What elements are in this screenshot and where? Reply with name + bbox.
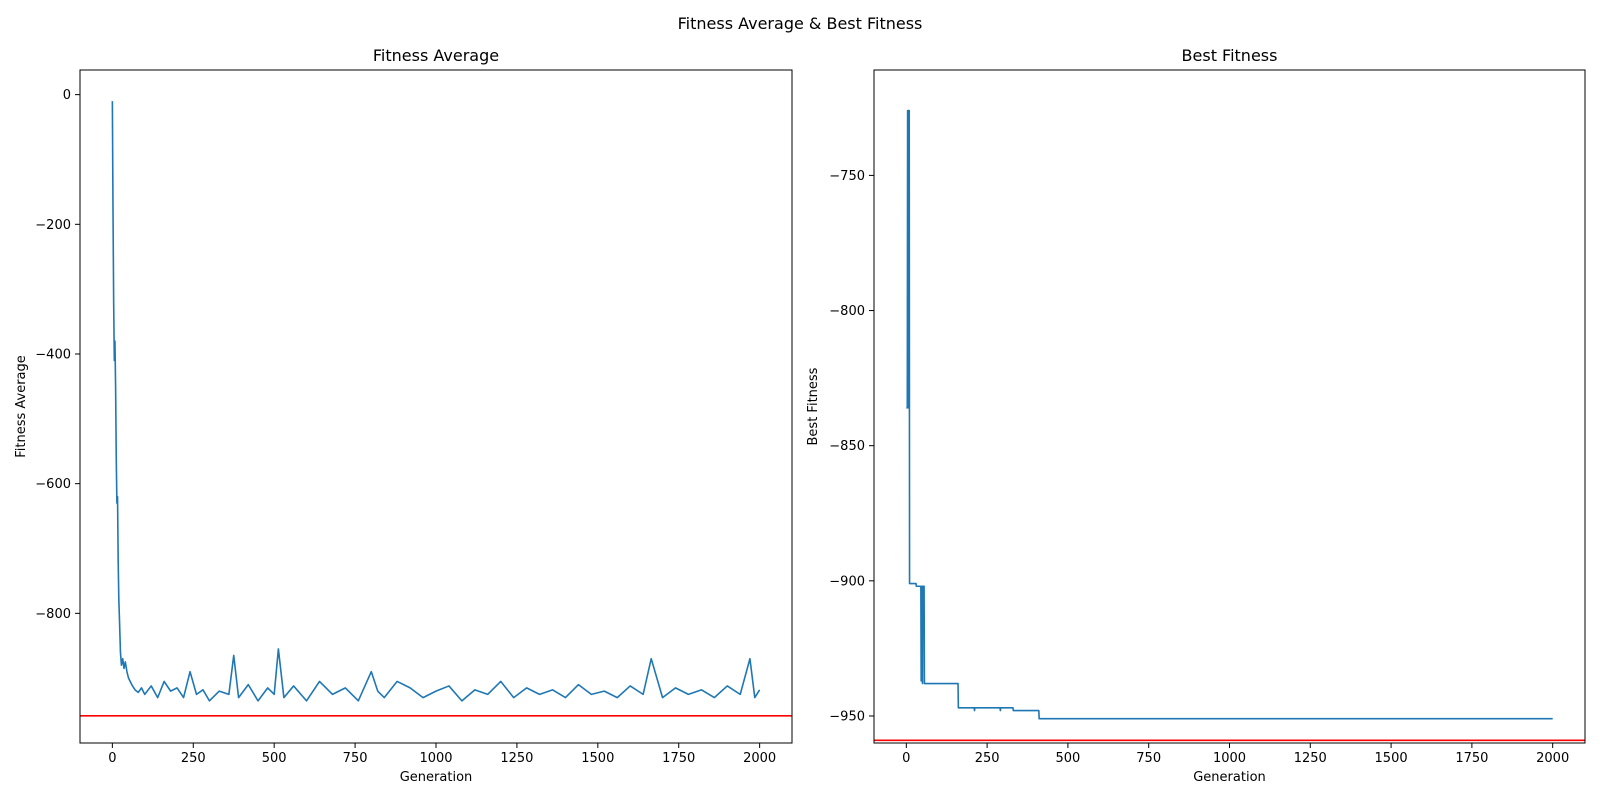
- fitness-average-axes-frame: [79, 69, 793, 744]
- best-fitness-y-tick-label: −950: [829, 709, 865, 724]
- best-fitness-x-tick-label: 1500: [1375, 751, 1408, 766]
- fitness-average-y-tick-label: −800: [35, 607, 71, 622]
- best-fitness-y-tick-label: −900: [829, 574, 865, 589]
- best-fitness-x-tick-label: 1000: [1213, 751, 1246, 766]
- best-fitness-y-tick-label: −750: [829, 169, 865, 184]
- best-fitness-title: Best Fitness: [1182, 46, 1278, 65]
- best-fitness-x-tick-label: 500: [1055, 751, 1080, 766]
- fitness-average-y-tick-label: −200: [35, 218, 71, 233]
- fitness-average-series-line: [111, 101, 761, 702]
- fitness-average-chart: 0 250 500 750 1000 1250 1500 1750 2000 0 −200 −400 −…: [14, 46, 793, 785]
- best-fitness-x-axis-label: Generation: [1193, 770, 1266, 785]
- fitness-average-y-tick-label: 0: [63, 88, 71, 103]
- best-fitness-series-line: [906, 109, 1553, 720]
- best-fitness-y-axis-label: Best Fitness: [806, 367, 821, 445]
- fitness-average-x-tick-label: 1250: [500, 751, 533, 766]
- best-fitness-x-tick-label: 1750: [1455, 751, 1488, 766]
- best-fitness-x-tick-label: 1250: [1294, 751, 1327, 766]
- fitness-average-x-tick-label: 250: [181, 751, 206, 766]
- fitness-average-y-tick-label: −600: [35, 477, 71, 492]
- fitness-average-title: Fitness Average: [373, 46, 499, 65]
- best-fitness-x-tick-label: 250: [975, 751, 1000, 766]
- best-fitness-y-tick-label: −800: [829, 304, 865, 319]
- best-fitness-x-tick-label: 2000: [1536, 751, 1569, 766]
- best-fitness-y-tick-label: −850: [829, 439, 865, 454]
- fitness-average-x-tick-label: 1750: [662, 751, 695, 766]
- best-fitness-axes-frame: [873, 69, 1586, 744]
- fitness-average-x-tick-label: 750: [343, 751, 368, 766]
- best-fitness-x-tick-label: 0: [902, 751, 910, 766]
- best-fitness-x-tick-label: 750: [1136, 751, 1161, 766]
- fitness-average-x-axis-label: Generation: [400, 770, 473, 785]
- fitness-average-x-tick-label: 1000: [419, 751, 452, 766]
- fitness-average-x-tick-label: 2000: [743, 751, 776, 766]
- best-fitness-chart: 0 250 500 750 1000 1250 1500 1750 2000 −750 −800 −8…: [806, 46, 1586, 785]
- fitness-average-x-tick-label: 1500: [581, 751, 614, 766]
- fitness-average-x-tick-label: 500: [262, 751, 287, 766]
- fitness-average-x-tick-label: 0: [108, 751, 116, 766]
- fitness-average-y-axis-label: Fitness Average: [14, 355, 29, 458]
- fitness-average-y-tick-label: −400: [35, 347, 71, 362]
- figure-title: Fitness Average & Best Fitness: [678, 14, 923, 33]
